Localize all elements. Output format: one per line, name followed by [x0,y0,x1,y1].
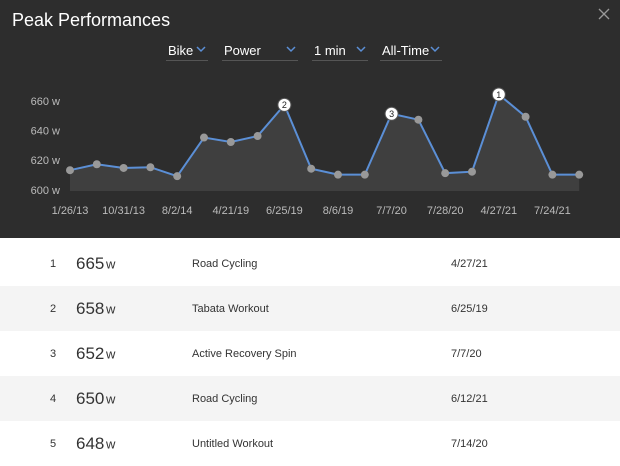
x-tick-label: 7/24/21 [534,205,571,217]
y-tick-label: 600 w [31,185,60,197]
activity: Road Cycling [192,257,258,270]
point [146,163,155,172]
power: 650 [76,388,105,408]
sport-dropdown[interactable]: Bike [166,40,208,61]
table-row[interactable]: 1 665 w Road Cycling 4/27/21 [0,241,620,286]
rank: 5 [50,437,57,450]
point [548,170,557,179]
power: 665 [76,253,105,273]
x-tick-label: 10/31/13 [102,205,145,217]
header-panel: 600 w 620 w 640 w 660 w 1/26/13 10/31/13 8/2/1… [0,0,620,238]
x-tick-label: 1/26/13 [52,205,89,217]
point [334,170,342,179]
metric-dropdown[interactable]: Power [222,40,298,61]
date: 6/12/21 [451,392,488,405]
y-tick-label: 620 w [31,155,60,167]
line [69,92,580,178]
rank-marker [491,87,506,102]
y-tick-label: 640 w [31,125,60,137]
point [226,137,235,146]
title: Peak Performances [12,10,171,30]
x-tick-label: 8/6/19 [323,205,354,217]
duration-dropdown[interactable]: 1 min [312,40,368,61]
x-tick-label: 4/27/21 [480,205,517,217]
activity: Tabata Workout [192,302,269,315]
date: 7/7/20 [451,347,482,360]
point [468,167,476,176]
point [441,169,450,178]
rank: 3 [50,347,57,360]
point [307,164,316,173]
date: 6/25/19 [451,302,488,315]
area [70,94,580,191]
activity: Road Cycling [192,392,258,405]
dropdown-label: Bike [168,43,194,58]
rank: 1 [50,257,57,270]
point [360,170,369,179]
date: 7/14/20 [451,437,488,450]
unit: w [106,256,116,271]
close-button[interactable] [597,7,611,21]
table-row[interactable]: 3 652 w Active Recovery Spin 7/7/20 [0,331,620,376]
dropdown-label: All-Time [382,43,430,58]
rank-marker-label: 2 [282,100,287,110]
unit: w [106,301,116,316]
rank-marker-label: 1 [496,90,501,100]
date: 4/27/21 [451,257,488,270]
table: 1 665 w Road Cycling 4/27/21 2 658 w Tabata Work… [0,241,620,466]
activity: Active Recovery Spin [192,347,297,360]
table-row[interactable]: 4 650 w Road Cycling 6/12/21 [0,376,620,421]
chart: 600 w 620 w 640 w 660 w 1/26/13 10/31/13 8/2/1… [31,87,584,217]
activity: Untitled Workout [192,437,274,450]
point [253,132,262,141]
dropdown-label: Power [224,43,261,58]
power: 648 [76,433,105,453]
y-tick-label: 660 w [31,96,60,108]
x-tick-label: 8/2/14 [162,205,193,217]
point [119,163,128,172]
point [92,160,101,169]
x-tick-label: 4/21/19 [212,205,249,217]
power: 652 [76,343,105,363]
dropdown-label: 1 min [314,43,346,58]
unit: w [106,391,116,406]
rank: 2 [50,302,57,315]
point [200,133,208,142]
x-tick-label: 7/7/20 [376,205,407,217]
table-row[interactable]: 5 648 w Untitled Workout 7/14/20 [0,421,620,466]
rank-marker [277,97,292,112]
power: 658 [76,298,105,318]
rank-marker [384,106,399,121]
point [66,166,74,175]
point [575,170,584,179]
range-dropdown[interactable]: All-Time [380,40,442,61]
x-tick-label: 7/28/20 [427,205,464,217]
point [173,172,182,181]
point [521,112,530,121]
unit: w [106,346,116,361]
unit: w [106,436,116,451]
point [414,115,423,124]
x-tick-label: 6/25/19 [266,205,303,217]
rank: 4 [50,392,57,405]
rank-marker-label: 3 [389,109,394,119]
table-row[interactable]: 2 658 w Tabata Workout 6/25/19 [0,286,620,331]
